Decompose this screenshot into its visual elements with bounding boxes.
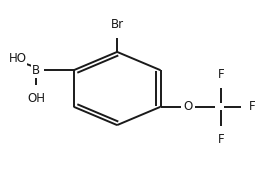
Text: B: B xyxy=(32,64,40,77)
Text: F: F xyxy=(218,133,224,146)
Text: O: O xyxy=(184,100,193,113)
Text: HO: HO xyxy=(9,52,27,65)
Text: F: F xyxy=(248,100,255,113)
Text: OH: OH xyxy=(27,92,45,105)
Text: F: F xyxy=(218,68,224,81)
Text: Br: Br xyxy=(111,18,124,31)
